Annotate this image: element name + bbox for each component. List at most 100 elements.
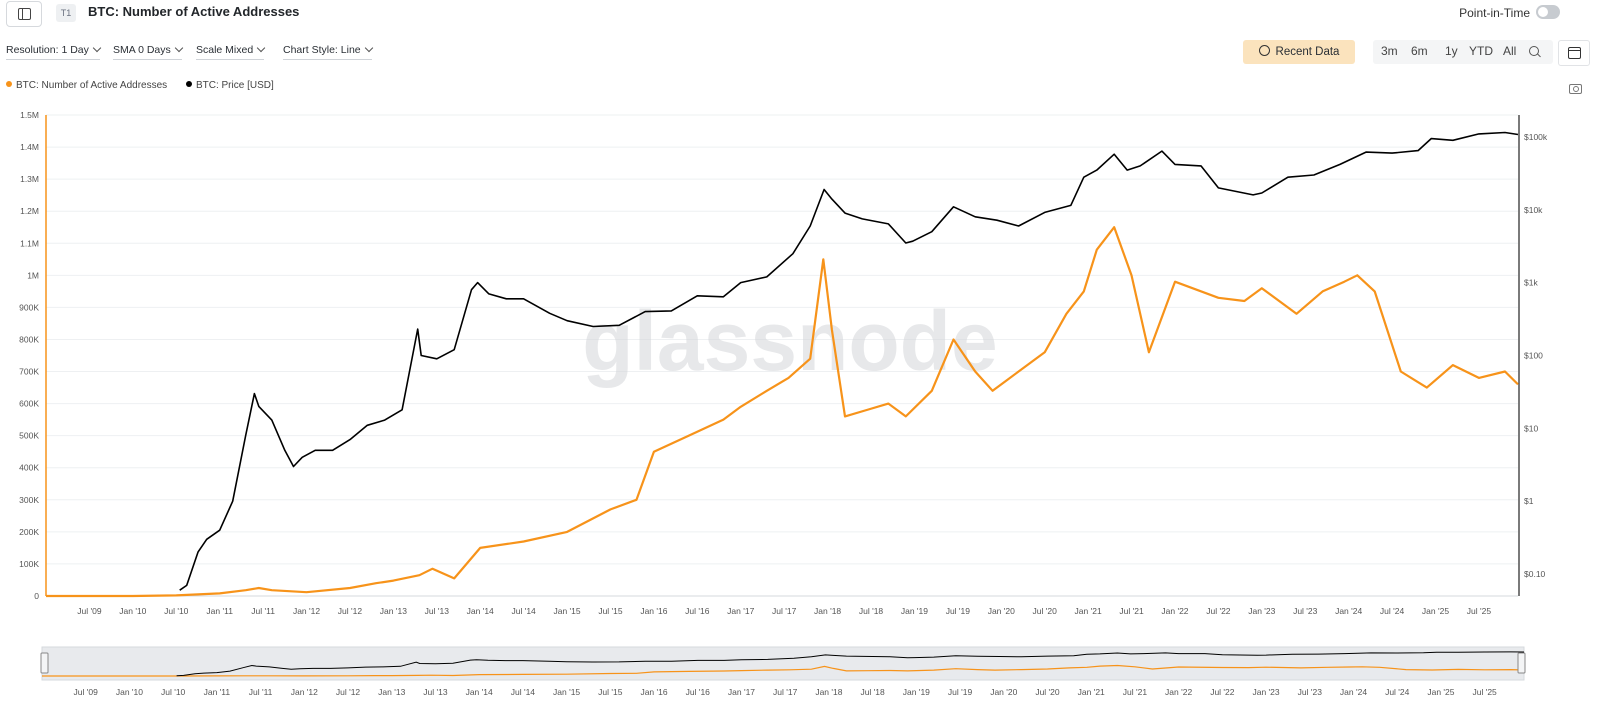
- navigator-tick-label: Jan '19: [903, 687, 930, 697]
- x-tick-label: Jul '19: [946, 606, 971, 616]
- navigator-tick-label: Jul '23: [1298, 687, 1323, 697]
- point-in-time-toggle[interactable]: [1536, 5, 1560, 19]
- navigator-tick-label: Jul '09: [74, 687, 99, 697]
- x-tick-label: Jul '11: [251, 606, 275, 616]
- y-right-tick-label: $100k: [1524, 132, 1548, 142]
- x-tick-label: Jul '10: [164, 606, 189, 616]
- x-tick-label: Jul '16: [685, 606, 710, 616]
- navigator-tick-label: Jul '20: [1035, 687, 1060, 697]
- y-left-tick-label: 1.1M: [20, 238, 39, 248]
- calendar-icon: [1568, 47, 1581, 59]
- range-selector: 3m 6m 1y YTD All: [1373, 40, 1553, 64]
- camera-icon[interactable]: [1569, 84, 1582, 94]
- navigator-tick-label: Jan '17: [728, 687, 755, 697]
- x-tick-label: Jul '15: [598, 606, 623, 616]
- toggle-sidebar-button[interactable]: [6, 1, 42, 27]
- resolution-dropdown[interactable]: Resolution: 1 Day: [6, 43, 102, 60]
- x-tick-label: Jan '24: [1335, 606, 1362, 616]
- x-tick-label: Jul '23: [1293, 606, 1318, 616]
- range-ytd-button[interactable]: YTD: [1469, 44, 1493, 58]
- y-left-tick-label: 600K: [19, 399, 39, 409]
- x-tick-label: Jul '21: [1119, 606, 1144, 616]
- series-group: [45, 115, 1519, 598]
- legend-item-addresses[interactable]: BTC: Number of Active Addresses: [6, 80, 167, 91]
- chart-legend: BTC: Number of Active Addresses BTC: Pri…: [6, 80, 290, 91]
- navigator[interactable]: Jul '09 Jan '10 Jul '10 Jan '11 Jul '11 Jan '…: [40, 646, 1526, 697]
- navigator-line-addresses: [42, 664, 1525, 677]
- navigator-tick-label: Jan '10: [116, 687, 143, 697]
- x-tick-label: Jan '12: [293, 606, 320, 616]
- x-tick-label: Jan '23: [1248, 606, 1275, 616]
- legend-dot-price: [185, 81, 192, 87]
- navigator-tick-label: Jul '21: [1123, 687, 1148, 697]
- navigator-tick-label: Jan '13: [378, 687, 405, 697]
- x-tick-label: Jan '19: [901, 606, 928, 616]
- range-6m-button[interactable]: 6m: [1411, 44, 1428, 58]
- history-icon: [1258, 45, 1270, 56]
- navigator-line-price: [176, 651, 1525, 677]
- y-axis-right: $0.10 $1 $10 $100 $1k $10k $100k: [1518, 115, 1548, 596]
- navigator-tick-label: Jul '12: [336, 687, 361, 697]
- date-picker-button[interactable]: [1558, 40, 1590, 66]
- legend-label-addresses: BTC: Number of Active Addresses: [16, 80, 168, 91]
- y-left-tick-label: 1.3M: [20, 174, 39, 184]
- y-left-tick-label: 800K: [19, 334, 39, 344]
- sma-dropdown[interactable]: SMA 0 Days: [113, 43, 184, 60]
- range-3m-button[interactable]: 3m: [1381, 44, 1398, 58]
- navigator-tick-label: Jul '24: [1385, 687, 1410, 697]
- y-left-tick-label: 100K: [19, 559, 39, 569]
- range-1y-button[interactable]: 1y: [1445, 44, 1458, 58]
- legend-label-price: BTC: Price [USD]: [195, 80, 274, 91]
- x-tick-label: Jul '25: [1467, 606, 1492, 616]
- x-tick-label: Jul '12: [338, 606, 363, 616]
- x-tick-label: Jul '14: [511, 606, 536, 616]
- x-tick-label: Jul '18: [859, 606, 884, 616]
- x-tick-label: Jul '24: [1380, 606, 1405, 616]
- watermark: glassnode: [582, 294, 997, 388]
- y-left-tick-label: 0: [34, 591, 39, 601]
- navigator-tick-label: Jul '18: [860, 687, 885, 697]
- navigator-tick-label: Jan '15: [553, 687, 580, 697]
- navigator-tick-label: Jul '10: [161, 687, 186, 697]
- y-right-tick-label: $10k: [1524, 205, 1543, 215]
- resolution-label: Resolution: 1 Day: [6, 44, 89, 56]
- x-tick-label: Jul '13: [425, 606, 450, 616]
- x-tick-label: Jan '16: [640, 606, 667, 616]
- navigator-tick-label: Jan '18: [815, 687, 842, 697]
- x-tick-label: Jul '20: [1033, 606, 1058, 616]
- navigator-tick-label: Jul '19: [948, 687, 973, 697]
- navigator-tick-label: Jul '11: [249, 687, 273, 697]
- range-all-button[interactable]: All: [1503, 44, 1517, 58]
- legend-dot-addresses: [6, 81, 12, 87]
- y-right-tick-label: $1k: [1524, 278, 1538, 288]
- y-right-tick-label: $0.10: [1524, 569, 1546, 579]
- recent-data-label: Recent Data: [1275, 46, 1340, 58]
- x-tick-label: Jan '15: [553, 606, 580, 616]
- y-left-tick-label: 400K: [19, 463, 39, 473]
- navigator-tick-label: Jan '22: [1165, 687, 1192, 697]
- zoom-icon[interactable]: [1529, 46, 1539, 56]
- navigator-handle-left: [40, 652, 49, 674]
- y-left-tick-label: 1.4M: [20, 142, 39, 152]
- navigator-tick-label: Jul '16: [686, 687, 711, 697]
- x-tick-label: Jan '17: [727, 606, 754, 616]
- navigator-tick-label: Jul '13: [423, 687, 448, 697]
- x-tick-label: Jan '14: [467, 606, 494, 616]
- x-tick-label: Jan '10: [119, 606, 146, 616]
- y-left-tick-label: 900K: [19, 302, 39, 312]
- navigator-tick-label: Jan '23: [1252, 687, 1279, 697]
- navigator-tick-label: Jul '14: [511, 687, 536, 697]
- top-bar: T1 BTC: Number of Active Addresses Point…: [0, 0, 1600, 28]
- navigator-tick-label: Jan '12: [291, 687, 318, 697]
- y-left-tick-label: 1.5M: [20, 110, 39, 120]
- point-in-time-label: Point-in-Time: [1459, 6, 1530, 20]
- recent-data-button[interactable]: Recent Data: [1243, 40, 1355, 64]
- scale-dropdown[interactable]: Scale Mixed: [196, 43, 266, 60]
- page-title: BTC: Number of Active Addresses: [88, 4, 300, 19]
- chart-style-dropdown[interactable]: Chart Style: Line: [283, 43, 373, 60]
- scale-label: Scale Mixed: [196, 44, 254, 56]
- legend-item-price[interactable]: BTC: Price [USD]: [185, 80, 274, 91]
- navigator-handle-right: [1517, 652, 1526, 674]
- y-right-tick-label: $1: [1524, 496, 1534, 506]
